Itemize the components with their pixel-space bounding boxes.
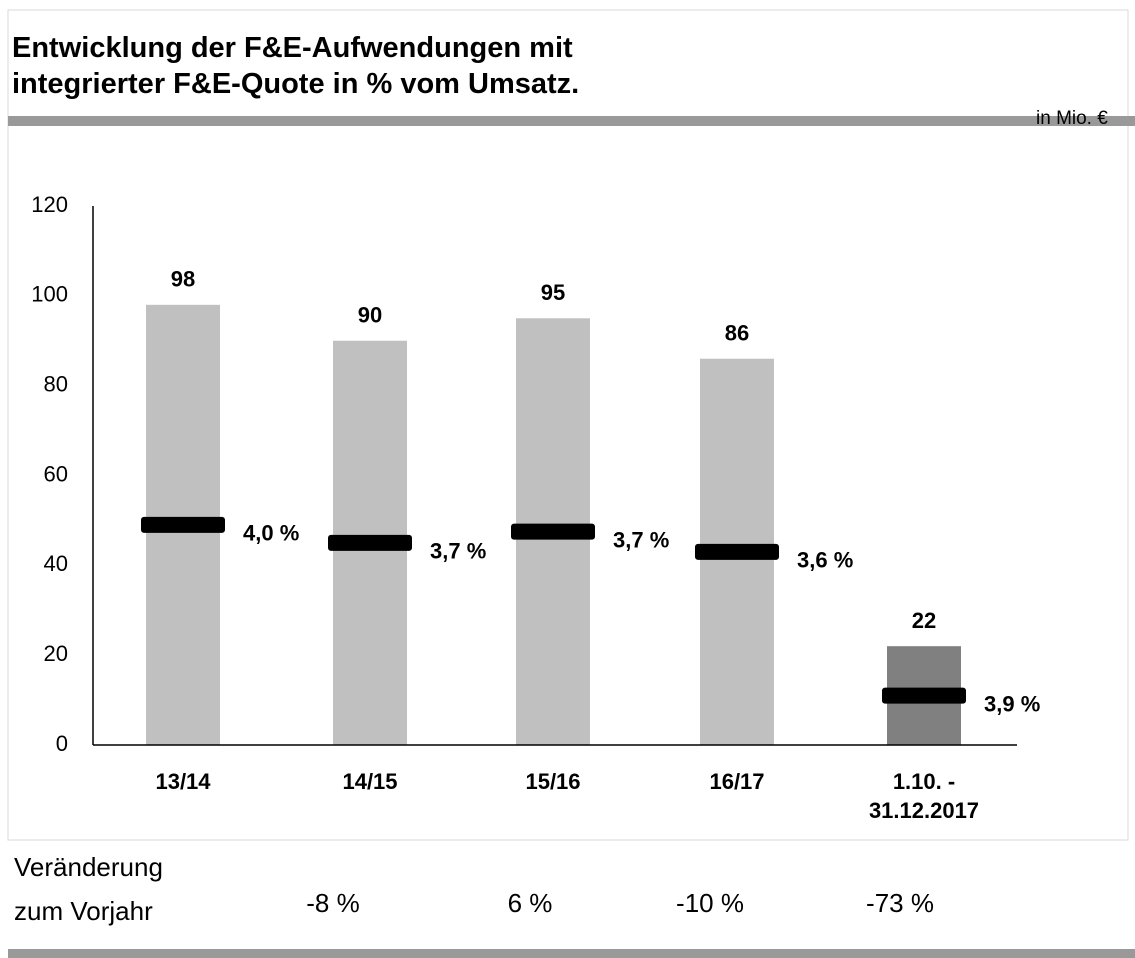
change-label: -73 % [866, 888, 934, 918]
top-rule [8, 116, 1135, 126]
quota-label: 4,0 % [243, 521, 299, 546]
value-label: 90 [358, 303, 382, 328]
change-label: 6 % [507, 888, 553, 918]
quota-marker [695, 543, 779, 560]
y-tick-label: 100 [31, 282, 68, 307]
change-label: -8 % [306, 888, 360, 918]
quota-marker [328, 534, 412, 551]
value-label: 86 [725, 321, 749, 346]
x-tick-label: 14/15 [342, 769, 398, 794]
x-tick-label: 1.10. - 31.12.2017 [868, 769, 980, 823]
x-tick-label: 15/16 [525, 769, 581, 794]
x-tick-label: 13/14 [155, 769, 211, 794]
change-label: -10 % [676, 888, 744, 918]
y-tick-label: 120 [31, 192, 68, 217]
quota-label: 3,7 % [430, 539, 486, 564]
y-tick-label: 0 [56, 731, 68, 756]
quota-marker [141, 516, 225, 533]
quota-marker [511, 523, 595, 540]
value-label: 95 [541, 280, 565, 305]
quota-label: 3,7 % [613, 527, 669, 552]
y-tick-label: 80 [44, 371, 68, 396]
value-label: 98 [171, 267, 195, 292]
chart-title: Entwicklung der F&E-Aufwendungen mit int… [12, 32, 580, 100]
y-tick-label: 20 [44, 641, 68, 666]
x-tick-label: 16/17 [709, 769, 765, 794]
frame [7, 9, 1129, 841]
y-tick-label: 60 [44, 461, 68, 486]
change-row-label: Veränderung zum Vorjahr [14, 852, 163, 926]
value-label: 22 [912, 608, 936, 633]
y-tick-label: 40 [44, 551, 68, 576]
quota-label: 3,6 % [797, 548, 853, 573]
quota-label: 3,9 % [984, 691, 1040, 716]
quota-marker [882, 687, 966, 704]
bottom-rule [8, 949, 1135, 958]
unit-label: in Mio. € [1036, 108, 1108, 129]
